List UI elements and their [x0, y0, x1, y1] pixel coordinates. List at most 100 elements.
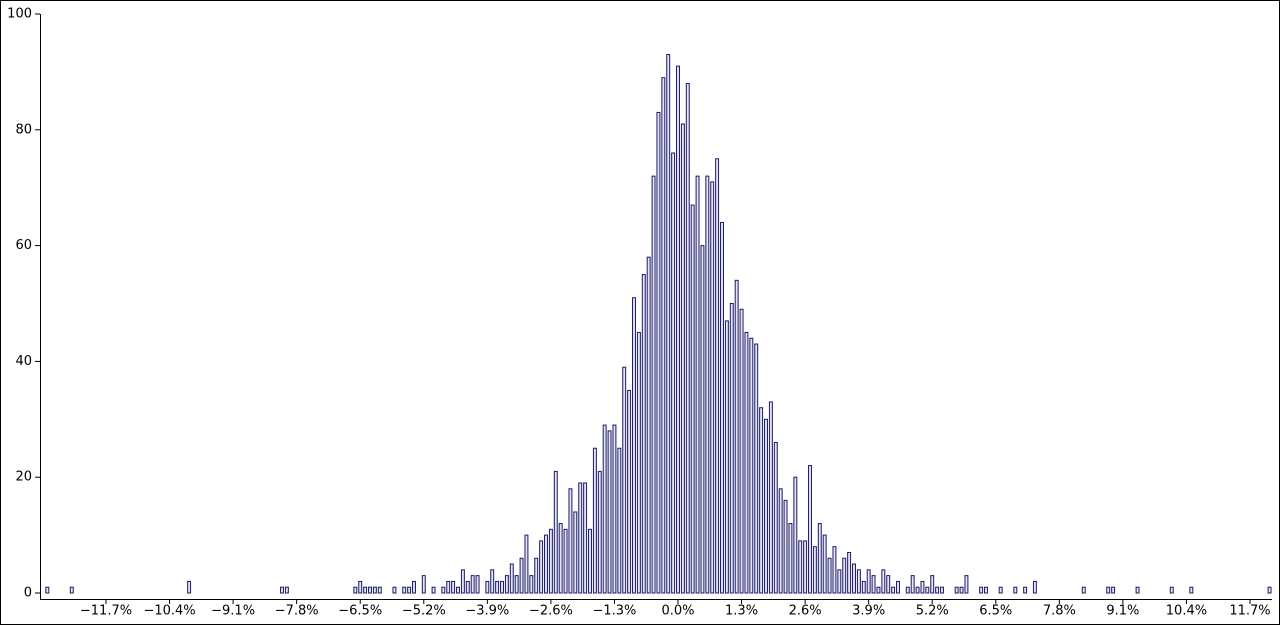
x-tick-label: 6.5% [979, 604, 1012, 619]
bar [1032, 580, 1037, 594]
bar [891, 586, 896, 594]
bar [803, 540, 808, 594]
bar [925, 586, 930, 594]
bar [827, 557, 832, 594]
bar [377, 586, 382, 594]
bar [661, 77, 666, 594]
bar [500, 580, 504, 594]
bar [1081, 586, 1086, 594]
bar [739, 308, 744, 594]
x-tick-label: −9.1% [211, 604, 255, 619]
bar [778, 488, 783, 594]
bar [372, 586, 377, 594]
bar [798, 540, 803, 594]
bar [842, 557, 847, 594]
bar [832, 546, 837, 594]
bar [812, 546, 817, 594]
bar [954, 586, 959, 594]
bar [632, 297, 636, 594]
bar [353, 586, 358, 594]
bar [636, 331, 641, 594]
bar [446, 580, 451, 594]
bar [441, 586, 446, 594]
x-tick-label: −7.8% [275, 604, 319, 619]
bar [822, 534, 827, 594]
bar [671, 152, 676, 594]
bar [602, 424, 607, 594]
bar [935, 586, 940, 594]
x-tick-label: −11.7% [80, 604, 132, 619]
bar [509, 563, 514, 594]
bar [407, 586, 412, 594]
bar [1023, 586, 1028, 594]
bar [622, 366, 627, 594]
y-tick-label: 20 [15, 470, 32, 485]
bar [861, 580, 866, 594]
bar [187, 580, 192, 594]
bar [710, 181, 715, 594]
bar [558, 523, 563, 594]
bar [768, 401, 773, 594]
x-tick-label: 9.1% [1106, 604, 1139, 619]
bar [45, 586, 50, 594]
bar [871, 575, 876, 594]
bar [759, 407, 764, 594]
bar [431, 586, 436, 594]
bar [817, 523, 822, 594]
bar [534, 557, 539, 594]
bar [1106, 586, 1111, 594]
bar [368, 586, 372, 594]
bar [856, 569, 861, 594]
bar [773, 441, 778, 594]
bar [788, 523, 793, 594]
bar [451, 580, 456, 594]
bar [705, 175, 710, 594]
bar [881, 569, 886, 594]
bar [284, 586, 289, 594]
x-tick-label: 3.9% [852, 604, 885, 619]
x-tick-label: −3.9% [465, 604, 509, 619]
bar [685, 82, 690, 594]
bar [460, 569, 465, 594]
bar [519, 557, 524, 594]
bar [553, 470, 558, 594]
bar [646, 256, 651, 594]
bar [886, 575, 891, 594]
bar [568, 488, 573, 594]
bar [666, 54, 671, 594]
bar [607, 430, 612, 594]
bar [695, 175, 700, 594]
bar [896, 580, 900, 594]
bar [1111, 586, 1116, 594]
bar [485, 580, 490, 594]
y-tick-label: 100 [7, 7, 32, 22]
bar [724, 320, 729, 594]
bar [617, 447, 622, 594]
bar [1013, 586, 1018, 594]
bar [524, 534, 529, 594]
x-tick-label: 11.7% [1229, 604, 1270, 619]
bar [676, 65, 680, 594]
bar [749, 337, 754, 594]
bar [729, 303, 734, 594]
bar [548, 528, 553, 594]
bar [915, 586, 920, 594]
bar [1267, 586, 1272, 594]
bar [514, 575, 519, 594]
bar [504, 575, 509, 594]
bar [412, 580, 416, 594]
bar [402, 586, 407, 594]
bar [529, 575, 534, 594]
bar [905, 586, 910, 594]
bar [847, 551, 852, 594]
bar [783, 499, 788, 594]
bar [641, 274, 646, 594]
bar [592, 447, 597, 594]
bar [358, 580, 363, 594]
x-tick-label: −6.5% [338, 604, 382, 619]
bar [539, 540, 544, 594]
x-tick-label: 7.8% [1043, 604, 1076, 619]
bar [363, 586, 368, 594]
bar [456, 586, 460, 594]
